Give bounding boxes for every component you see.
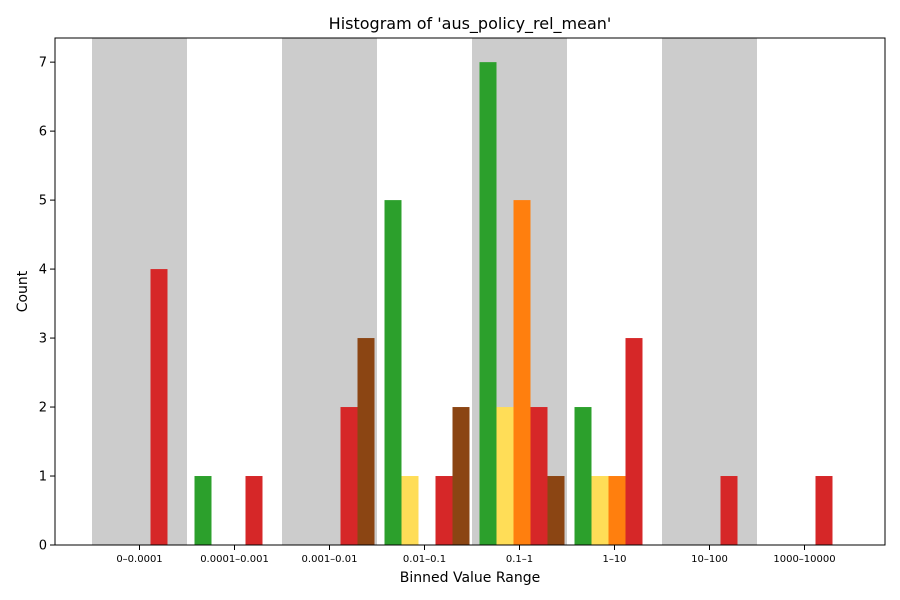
background-bands <box>92 38 757 545</box>
bar <box>547 476 565 545</box>
chart-title: Histogram of 'aus_policy_rel_mean' <box>329 14 612 34</box>
x-tick-label: 0.001–0.01 <box>302 554 358 565</box>
x-tick-label: 1–10 <box>602 554 626 565</box>
x-axis-ticks: 0–0.0001 0.0001–0.001 0.001–0.01 0.01–0.1 0.… <box>116 545 836 565</box>
bar <box>357 338 375 545</box>
background-band <box>92 38 187 545</box>
x-tick-label: 0.0001–0.001 <box>200 554 269 565</box>
x-axis-label: Binned Value Range <box>400 570 540 586</box>
bar <box>245 476 263 545</box>
y-tick-label: 1 <box>39 470 47 485</box>
y-tick-label: 0 <box>39 539 47 554</box>
bar <box>608 476 626 545</box>
bar <box>720 476 738 545</box>
background-band <box>662 38 757 545</box>
y-tick-label: 2 <box>39 401 47 416</box>
bar <box>435 476 453 545</box>
bar <box>513 200 531 545</box>
bar <box>815 476 833 545</box>
bar <box>479 62 497 546</box>
y-tick-label: 4 <box>39 263 47 278</box>
x-tick-label: 10–100 <box>691 554 728 565</box>
bar <box>574 407 592 545</box>
bar <box>496 407 514 545</box>
y-axis-ticks: 0 1 2 3 4 5 6 7 <box>39 56 55 554</box>
bar <box>452 407 470 545</box>
bar <box>625 338 643 545</box>
bar <box>401 476 419 545</box>
x-tick-label: 0–0.0001 <box>116 554 162 565</box>
y-axis-label: Count <box>15 270 31 312</box>
plot-frame <box>54 37 886 546</box>
bar <box>591 476 609 545</box>
bar <box>340 407 358 545</box>
x-tick-label: 1000–10000 <box>773 554 835 565</box>
y-tick-label: 6 <box>39 125 47 140</box>
y-tick-label: 5 <box>39 194 47 209</box>
bars <box>150 62 833 546</box>
x-tick-label: 0.1–1 <box>506 554 533 565</box>
bar <box>194 476 212 545</box>
x-tick-label: 0.01–0.1 <box>403 554 446 565</box>
y-tick-label: 3 <box>39 332 47 347</box>
bar <box>530 407 548 545</box>
bar <box>384 200 402 545</box>
y-tick-label: 7 <box>39 56 47 71</box>
bar <box>150 269 168 545</box>
